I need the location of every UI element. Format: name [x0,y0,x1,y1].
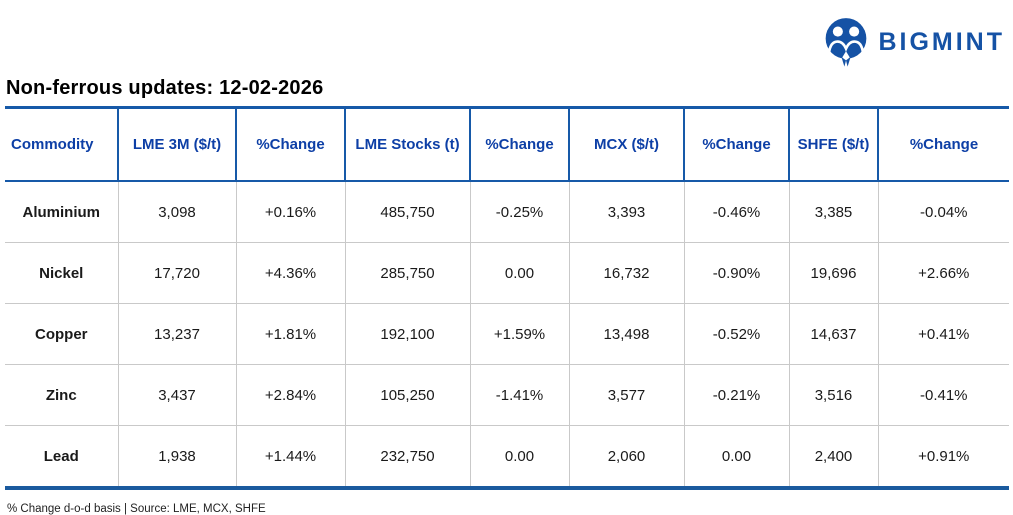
top-bar: BIGMINT [5,14,1009,72]
column-header-change: %Change [878,107,1009,182]
value-cell: 13,237 [118,303,237,365]
pct-change-cell: +0.91% [878,425,1009,490]
pct-change-cell: -0.21% [684,364,790,426]
value-cell: 0.00 [684,425,790,490]
value-cell: 3,098 [118,181,237,243]
pct-change-cell: +1.59% [470,303,570,365]
column-header-shfe-t: SHFE ($/t) [789,107,879,182]
column-header-change: %Change [470,107,570,182]
table-row: Lead 1,938 +1.44% 232,750 0.00 2,060 0.00 2,400… [5,425,1009,490]
pct-change-cell: +0.41% [878,303,1009,365]
pct-change-cell: -0.52% [684,303,790,365]
table-row: Copper 13,237 +1.81% 192,100 +1.59% 13,498 -0.… [5,303,1009,365]
value-cell: 2,060 [569,425,685,490]
value-cell: 14,637 [789,303,879,365]
value-cell: 3,577 [569,364,685,426]
value-cell: 3,516 [789,364,879,426]
pct-change-cell: -0.04% [878,181,1009,243]
page-title: Non-ferrous updates: 12-02-2026 [6,77,324,99]
table-row: Aluminium 3,098 +0.16% 485,750 -0.25% 3,393 -0… [5,181,1009,243]
column-header-lme-3m-t: LME 3M ($/t) [118,107,237,182]
value-cell: 192,100 [345,303,471,365]
pct-change-cell: +2.84% [236,364,346,426]
commodity-cell: Zinc [5,364,119,426]
column-header-commodity: Commodity [5,107,119,182]
column-header-lme-stocks-t: LME Stocks (t) [345,107,471,182]
commodity-cell: Copper [5,303,119,365]
value-cell: 1,938 [118,425,237,490]
pct-change-cell: +0.16% [236,181,346,243]
commodity-cell: Lead [5,425,119,490]
value-cell: 16,732 [569,242,685,304]
non-ferrous-prices-table: Commodity LME 3M ($/t) %Change LME Stocks (… [5,106,1009,490]
value-cell: 105,250 [345,364,471,426]
pct-change-cell: -0.46% [684,181,790,243]
value-cell: 232,750 [345,425,471,490]
value-cell: 0.00 [470,425,570,490]
value-cell: 285,750 [345,242,471,304]
pct-change-cell: -0.90% [684,242,790,304]
bigmint-m-circle-icon [823,16,869,68]
value-cell: 17,720 [118,242,237,304]
value-cell: 0.00 [470,242,570,304]
value-cell: 3,393 [569,181,685,243]
pct-change-cell: -1.41% [470,364,570,426]
value-cell: 13,498 [569,303,685,365]
pct-change-cell: +1.44% [236,425,346,490]
source-footnote: % Change d-o-d basis | Source: LME, MCX,… [7,503,266,515]
value-cell: 19,696 [789,242,879,304]
table-row: Zinc 3,437 +2.84% 105,250 -1.41% 3,577 -0.21% 3… [5,364,1009,426]
commodity-cell: Aluminium [5,181,119,243]
commodity-cell: Nickel [5,242,119,304]
table-header-row: Commodity LME 3M ($/t) %Change LME Stocks (… [5,107,1009,182]
pct-change-cell: +4.36% [236,242,346,304]
pct-change-cell: +1.81% [236,303,346,365]
pct-change-cell: +2.66% [878,242,1009,304]
value-cell: 3,437 [118,364,237,426]
table-row: Nickel 17,720 +4.36% 285,750 0.00 16,732 -0.90… [5,242,1009,304]
pct-change-cell: -0.41% [878,364,1009,426]
value-cell: 3,385 [789,181,879,243]
bigmint-logo: BIGMINT [823,16,1005,68]
column-header-mcx-t: MCX ($/t) [569,107,685,182]
column-header-change: %Change [236,107,346,182]
value-cell: 2,400 [789,425,879,490]
column-header-change: %Change [684,107,790,182]
value-cell: 485,750 [345,181,471,243]
brand-wordmark: BIGMINT [878,27,1005,56]
pct-change-cell: -0.25% [470,181,570,243]
